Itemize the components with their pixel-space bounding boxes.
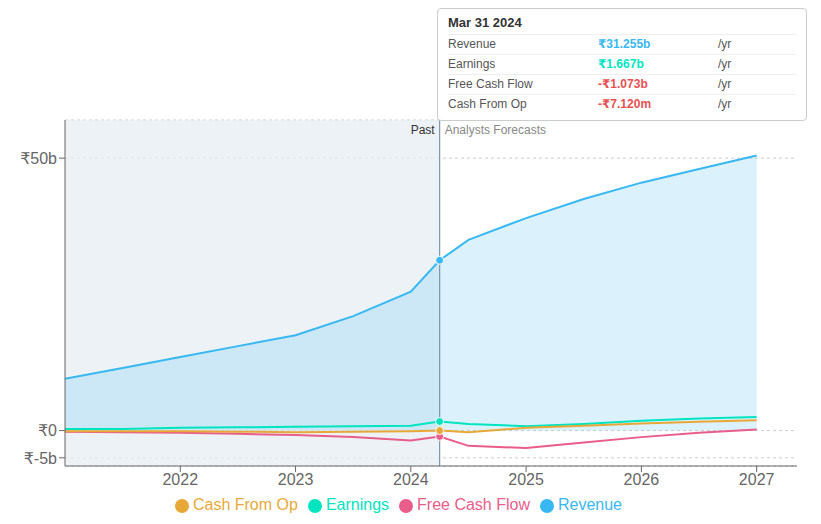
html-text:Free Cash Flow: Free Cash Flow <box>448 77 533 91</box>
svg-text:2022: 2022 <box>162 471 198 488</box>
svg-text:Past: Past <box>411 123 436 137</box>
html-text:/yr: /yr <box>718 37 732 51</box>
html-text:Revenue: Revenue <box>558 496 622 513</box>
svg-text:₹50b: ₹50b <box>20 150 57 167</box>
html-text:Earnings: Earnings <box>325 496 389 513</box>
html-text:Revenue: Revenue <box>448 37 496 51</box>
svg-text:₹0: ₹0 <box>38 422 57 439</box>
html-text:Mar 31 2024: Mar 31 2024 <box>448 15 522 30</box>
svg-text:2024: 2024 <box>393 471 429 488</box>
svg-text:2027: 2027 <box>739 471 775 488</box>
svg-text:Analysts Forecasts: Analysts Forecasts <box>445 123 546 137</box>
html-text:Cash From Op: Cash From Op <box>193 496 298 513</box>
html-text:Cash From Op: Cash From Op <box>448 97 527 111</box>
html-text:-₹1.073b: -₹1.073b <box>598 77 648 91</box>
html-text:-₹7.120m: -₹7.120m <box>598 97 651 111</box>
html-text:/yr: /yr <box>718 97 732 111</box>
html-text:Free Cash Flow: Free Cash Flow <box>417 496 530 513</box>
html-text:₹1.667b: ₹1.667b <box>598 57 644 71</box>
svg-text:₹-5b: ₹-5b <box>24 450 57 467</box>
html-text:Earnings: Earnings <box>448 57 496 71</box>
html-text:/yr: /yr <box>718 77 732 91</box>
svg-text:2025: 2025 <box>508 471 544 488</box>
svg-text:2026: 2026 <box>624 471 660 488</box>
svg-text:2023: 2023 <box>278 471 314 488</box>
html-text:/yr: /yr <box>718 57 732 71</box>
html-text:₹31.255b: ₹31.255b <box>598 37 651 51</box>
